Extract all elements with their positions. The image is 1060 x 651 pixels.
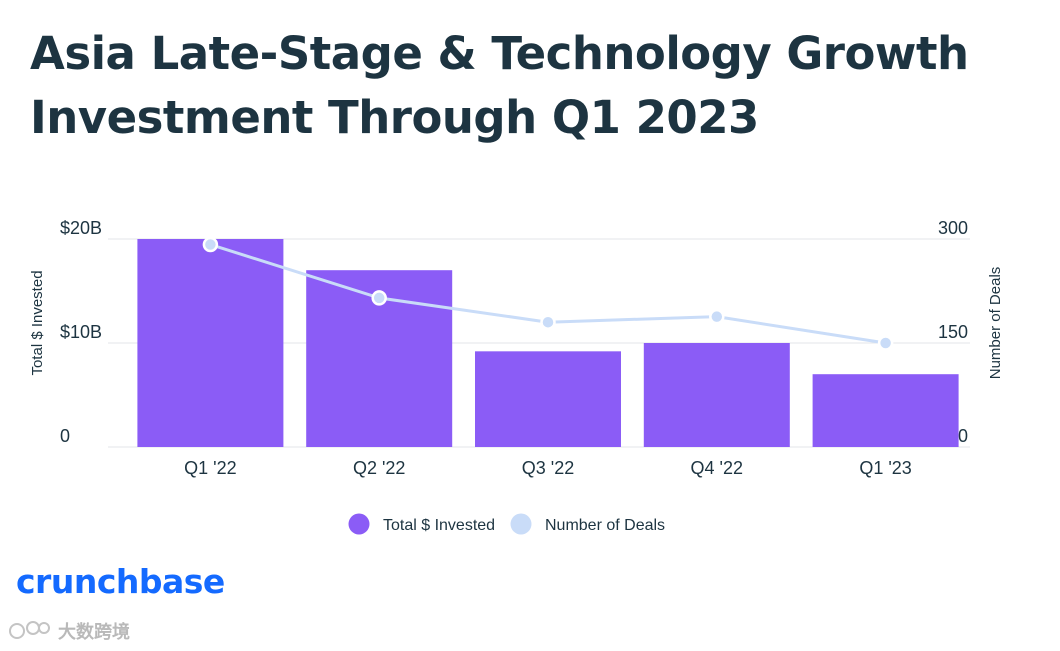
deals-point (371, 290, 387, 306)
legend-label-deals: Number of Deals (545, 517, 665, 534)
deals-point (709, 308, 725, 325)
x-tick-label: Q4 '22 (691, 458, 743, 478)
bar (137, 239, 284, 447)
y-left-tick-label: 0 (60, 426, 70, 446)
x-tick-label: Q3 '22 (522, 458, 574, 478)
legend-swatch-invested (348, 513, 370, 535)
crunchbase-logo: crunchbase (16, 562, 225, 601)
bar (475, 351, 621, 447)
y-right-axis-title: Number of Deals (987, 267, 1004, 380)
x-tick-label: Q2 '22 (353, 458, 405, 478)
watermark-icon (9, 621, 50, 639)
watermark-text: 大数跨境 (58, 622, 130, 643)
y-left-tick-label: $20B (60, 218, 102, 238)
deals-point (877, 335, 894, 351)
legend-swatch-deals (510, 513, 532, 535)
y-right-tick-label: 0 (958, 426, 968, 446)
y-right-tick-label: 300 (938, 218, 968, 238)
deals-point (202, 236, 219, 253)
y-left-tick-label: $10B (60, 322, 102, 342)
x-tick-label: Q1 '22 (184, 458, 236, 478)
bar (812, 374, 959, 447)
chart-title-line-2: Investment Through Q1 2023 (30, 91, 759, 144)
deals-point (540, 314, 556, 330)
y-right-tick-label: 150 (938, 322, 968, 342)
x-tick-label: Q1 '23 (859, 458, 911, 478)
chart-title: Asia Late-Stage & Technology Growth Inve… (30, 22, 1030, 150)
bar (643, 343, 790, 447)
watermark: 大数跨境 (8, 618, 130, 644)
chart-title-line-1: Asia Late-Stage & Technology Growth (30, 27, 969, 80)
y-left-axis-title: Total $ Invested (29, 270, 46, 375)
legend-label-invested: Total $ Invested (383, 517, 495, 534)
